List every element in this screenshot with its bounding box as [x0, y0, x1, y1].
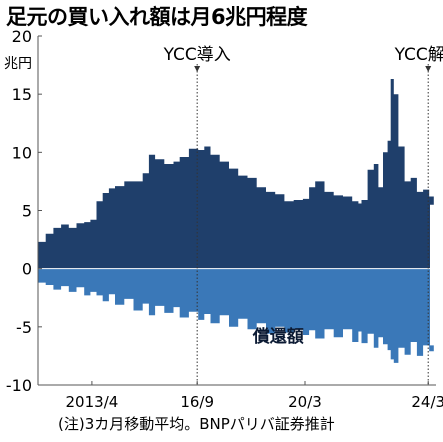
x-tick-label: 16/9: [180, 393, 214, 411]
redemptions-label: 償還額: [252, 326, 304, 347]
event-marker-label: YCC解除: [394, 45, 443, 65]
event-marker-label: YCC導入: [163, 45, 231, 65]
y-tick-label: -5: [16, 318, 32, 337]
y-unit-label: 兆円: [4, 56, 32, 72]
purchases-area: [38, 79, 434, 269]
y-tick-label: 0: [22, 260, 32, 279]
event-marker-arrow: [194, 66, 201, 72]
purchases-label: 買い入れ額: [251, 132, 336, 153]
event-marker-arrow: [425, 66, 432, 72]
x-tick-label: 20/3: [288, 393, 322, 411]
y-tick-label: 15: [12, 85, 32, 104]
y-tick-label: -10: [6, 376, 32, 395]
chart-title: 足元の買い入れ額は月6兆円程度: [6, 5, 308, 29]
x-tick-label: 24/3: [411, 393, 443, 411]
x-tick-label: 2013/4: [66, 393, 119, 411]
y-tick-label: 5: [22, 202, 32, 221]
redemptions-area: [38, 268, 434, 363]
y-tick-label: 20: [12, 27, 32, 46]
y-tick-label: 10: [12, 143, 32, 162]
chart-note: (注)3カ月移動平均。BNPパリバ証券推計: [58, 415, 335, 433]
